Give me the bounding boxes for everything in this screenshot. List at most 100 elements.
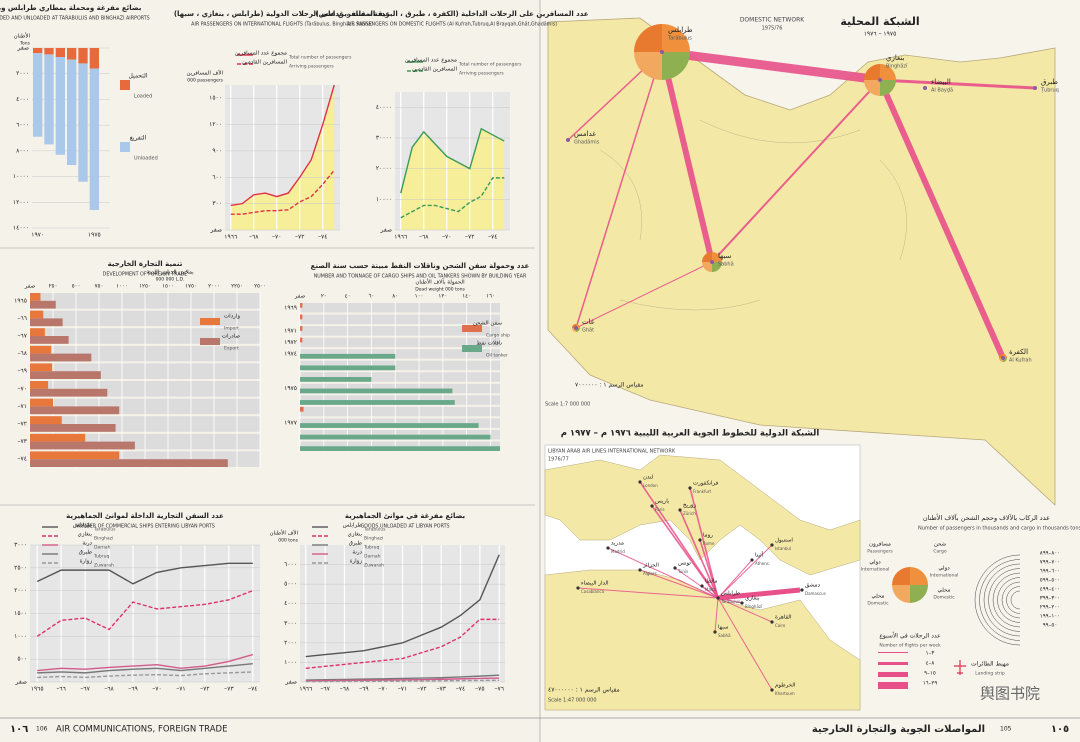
city-dot xyxy=(688,486,692,490)
x-tick-label: ٨٠ xyxy=(392,294,398,300)
city-label-ar: باريس xyxy=(655,499,670,505)
y-tick-label: ٢٠٠٠ xyxy=(284,639,297,646)
y-tick-label: ١٩٦٥ xyxy=(14,297,27,304)
chart-title: AIR PASSENGERS ON INTERNATIONAL FLIGHTS … xyxy=(191,22,373,28)
route-line xyxy=(717,597,773,691)
legend-label: Loaded xyxy=(134,94,152,100)
city-dot xyxy=(878,78,882,82)
city-label: Malta xyxy=(705,587,717,592)
bar xyxy=(33,53,43,137)
city-dot xyxy=(1001,356,1005,360)
city-label: Tarābulus xyxy=(720,599,740,604)
legend-label: سفن الشحن xyxy=(473,321,503,327)
city-label-ar: أثينا xyxy=(755,551,764,559)
city-dot xyxy=(700,584,704,588)
series-line xyxy=(305,674,500,681)
route-line xyxy=(679,509,719,599)
legend-label: Zuwarah xyxy=(94,563,114,569)
legend-label: المسافرين القادمين xyxy=(242,60,287,66)
city-label-ar: زوريخ xyxy=(683,503,696,509)
route-line xyxy=(717,587,801,601)
flight-label: ٣–١ xyxy=(926,651,935,657)
x-tick-label: ١٠٠ xyxy=(415,294,424,300)
size-circle xyxy=(1010,590,1021,610)
legend-label-ar: دولي xyxy=(938,566,950,572)
city-dot xyxy=(716,596,720,600)
legend-label: Binghazi xyxy=(94,536,113,542)
city-label-ar: فرانكفورت xyxy=(693,480,719,487)
bar xyxy=(67,59,77,166)
airport-pie xyxy=(662,24,690,52)
x-tick-label: –٧٢ xyxy=(295,234,304,241)
y-tick-label: ١٢٠٠ xyxy=(209,121,222,128)
bar xyxy=(44,48,54,55)
bar xyxy=(30,371,101,379)
route-line xyxy=(699,539,719,599)
legend-label: بنغازي xyxy=(78,532,93,538)
bar xyxy=(300,303,303,308)
y-tick-label: ٦٠٠ xyxy=(212,174,222,181)
x-tick-label: ٢٥٠٠ xyxy=(254,284,266,290)
city-label: Binghāzī xyxy=(886,64,908,70)
map-years-ar: ١٩٧٥ – ١٩٧٦ xyxy=(864,31,897,38)
legend-label: Unloaded xyxy=(134,156,158,162)
y-tick-label: صفر xyxy=(15,679,27,686)
city-label-ar: لندن xyxy=(643,475,654,481)
x-tick-label: ١٠٠٠ xyxy=(116,284,128,290)
x-tick-label: ٢٠ xyxy=(321,294,327,300)
x-tick-label: –٧٣ xyxy=(224,686,234,693)
city-label: Sabhā xyxy=(718,633,731,638)
bar xyxy=(44,54,54,145)
airport-pie xyxy=(634,24,662,52)
y-tick-label: ٤٠٠٠ xyxy=(284,600,297,607)
legend-title: Number of passengers in thousands and ca… xyxy=(918,526,1080,532)
route-line xyxy=(651,505,719,599)
city-label: Sabhā xyxy=(718,262,734,268)
x-tick-label: –٦٦ xyxy=(56,686,65,693)
city-label: Algiers xyxy=(643,571,657,576)
x-tick-label: ١٩٦٦ xyxy=(394,234,407,241)
x-tick-label: –٧٤ xyxy=(488,234,497,241)
y-tick-label: ٣٠٠٠ xyxy=(284,620,297,627)
scale: Scale 1:7 000 000 xyxy=(545,402,590,408)
legend-label: Passengers xyxy=(867,549,893,555)
legend-swatch xyxy=(200,338,220,345)
bar xyxy=(55,57,65,155)
x-tick-label: ١٩٦٦ xyxy=(299,686,312,693)
city-dot xyxy=(750,558,754,562)
city-label: Tunis xyxy=(677,569,688,574)
city-label-ar: تونس xyxy=(678,561,691,567)
row-bg xyxy=(300,372,500,382)
y-tick-label: ١٩٧٢ xyxy=(284,339,297,346)
bar xyxy=(30,459,228,467)
row-bg xyxy=(300,303,500,313)
watermark: 舆图书院 xyxy=(980,685,1040,703)
size-circle xyxy=(988,568,1021,632)
x-tick-label: ٤٠ xyxy=(345,294,351,300)
size-label: ٣٠٠–٣٩٩ xyxy=(1040,596,1061,602)
route-line xyxy=(714,597,719,633)
axis-label: 000 passengers xyxy=(187,78,223,84)
legend-label: التفريغ xyxy=(130,135,147,142)
chart-title: GOODS LOADED AND UNLOADED AT TARABULUS A… xyxy=(0,16,150,22)
series-line xyxy=(230,84,335,207)
x-tick-label: –٧٦ xyxy=(494,686,503,693)
x-tick-label: –٦٨ xyxy=(340,686,350,693)
city-dot xyxy=(713,630,717,634)
size-label: ٥٠–٩٩ xyxy=(1043,623,1058,629)
bar xyxy=(30,416,62,424)
flight-label: ١٥–٩ xyxy=(924,671,936,677)
city-dot xyxy=(770,688,774,692)
flight-swatch xyxy=(878,662,908,665)
city-dot xyxy=(638,568,642,572)
y-tick-label: ٤٠٠٠ xyxy=(16,96,29,103)
size-circle xyxy=(1006,586,1021,614)
city-label: Istanbul xyxy=(775,546,791,551)
airport-pie xyxy=(864,64,880,80)
area xyxy=(230,85,335,230)
axis-label: 000 000 L.D. xyxy=(156,277,185,283)
flow-line xyxy=(661,47,881,85)
y-tick-label: –٦٦ xyxy=(18,315,27,322)
row-bg xyxy=(300,360,500,371)
y-tick-label: ١٥٠٠ xyxy=(14,610,27,617)
